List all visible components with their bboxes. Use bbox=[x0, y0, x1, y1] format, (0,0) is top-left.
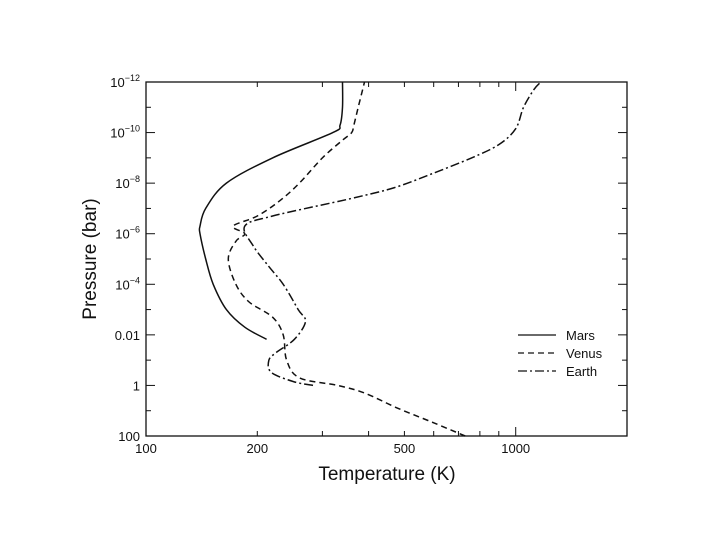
x-tick-label: 500 bbox=[394, 441, 416, 456]
series-lines bbox=[198, 81, 542, 437]
y-tick-label: 10−12 bbox=[110, 73, 140, 90]
y-tick-label: 10−6 bbox=[115, 225, 140, 242]
legend-label-mars: Mars bbox=[566, 328, 595, 343]
legend-label-venus: Venus bbox=[566, 346, 603, 361]
legend-label-earth: Earth bbox=[566, 364, 597, 379]
tick-labels: 100 200 500 1000 10−12 10−10 10−8 10−6 10−4 0.01 1… bbox=[110, 73, 530, 456]
series-line-mars bbox=[198, 81, 344, 340]
x-tick-label: 100 bbox=[135, 441, 157, 456]
y-tick-label: 10−10 bbox=[110, 124, 140, 141]
y-tick-label: 100 bbox=[118, 429, 140, 444]
x-tick-label: 1000 bbox=[501, 441, 530, 456]
y-tick-label: 0.01 bbox=[115, 328, 140, 343]
x-axis-title: Temperature (K) bbox=[318, 464, 455, 485]
y-axis-title: Pressure (bar) bbox=[80, 198, 101, 319]
plot-frame bbox=[145, 81, 628, 437]
y-tick-label: 10−8 bbox=[115, 174, 140, 191]
series-line-earth bbox=[243, 81, 542, 387]
legend: Mars Venus Earth bbox=[518, 328, 603, 379]
x-tick-label: 200 bbox=[246, 441, 268, 456]
y-tick-label: 10−4 bbox=[115, 275, 140, 292]
axis-ticks bbox=[145, 81, 628, 437]
plot-border bbox=[145, 81, 628, 437]
series-line-venus bbox=[227, 81, 466, 437]
y-tick-label: 1 bbox=[133, 378, 140, 393]
